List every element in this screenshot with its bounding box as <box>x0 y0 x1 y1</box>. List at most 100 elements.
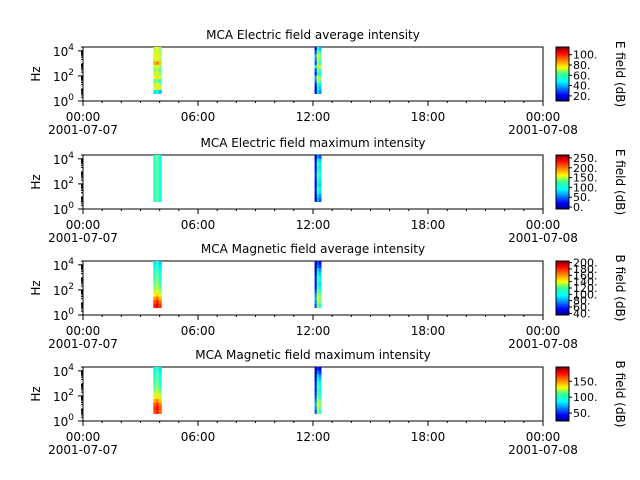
spectrogram-cell <box>153 289 157 294</box>
spectrogram-cell <box>318 72 322 77</box>
spectrogram-cell <box>153 303 157 308</box>
spectrogram-cell <box>155 169 160 174</box>
colorbar-tick-label: 50. <box>573 407 591 420</box>
spectrogram-cell <box>318 296 322 301</box>
spectrogram-cell <box>316 50 320 55</box>
spectrogram-cell <box>316 392 320 397</box>
x-tick-label: 06:00 <box>181 324 216 338</box>
spectrogram-cell <box>316 197 320 202</box>
spectrogram-cell <box>155 155 160 160</box>
spectrogram-cell <box>314 275 318 280</box>
spectrogram-panel: MCA Magnetic field maximum intensity 100 1… <box>29 348 627 457</box>
spectrogram-cell <box>153 68 157 73</box>
spectrogram-cell <box>155 264 160 269</box>
spectrogram-cell <box>155 286 160 291</box>
spectrogram-cell <box>155 172 160 177</box>
spectrogram-cell <box>316 399 320 404</box>
spectrogram-cell <box>314 169 318 174</box>
spectrogram-cell <box>314 180 318 185</box>
spectrogram-cell <box>153 75 157 80</box>
spectrogram-cell <box>153 406 157 411</box>
spectrogram-cell <box>158 155 162 160</box>
y-tick-label: 104 <box>53 151 74 167</box>
spectrogram-cell <box>153 57 157 62</box>
spectrogram-cell <box>316 194 320 199</box>
data-segment <box>153 367 162 414</box>
spectrogram-cell <box>314 47 318 52</box>
spectrogram-cell <box>155 367 160 372</box>
colorbar-tick-label: 40. <box>573 80 591 93</box>
spectrogram-cell <box>153 271 157 276</box>
x-tick-label: 18:00 <box>411 110 446 124</box>
spectrogram-cell <box>316 377 320 382</box>
spectrogram-cell <box>314 282 318 287</box>
colorbar-label: B field (dB) <box>613 361 627 428</box>
spectrogram-cell <box>318 409 322 414</box>
x-tick-label: 00:00 <box>526 324 561 338</box>
spectrogram-cell <box>158 268 162 273</box>
spectrogram-cell <box>314 399 318 404</box>
spectrogram-cell <box>316 261 320 266</box>
colorbar-gradient <box>555 154 570 210</box>
spectrogram-cell <box>314 264 318 269</box>
spectrogram-cell <box>155 180 160 185</box>
spectrogram-cell <box>316 374 320 379</box>
spectrogram-cell <box>314 183 318 188</box>
spectrogram-cell <box>314 286 318 291</box>
spectrogram-cell <box>158 406 162 411</box>
plot-frame <box>82 260 544 316</box>
spectrogram-cell <box>318 75 322 80</box>
y-tick-label: 102 <box>53 68 74 84</box>
spectrogram-cell <box>314 406 318 411</box>
x-tick-label: 06:00 <box>181 218 216 232</box>
spectrogram-cell <box>153 278 157 283</box>
spectrogram-cell <box>155 187 160 192</box>
spectrogram-cell <box>314 384 318 389</box>
spectrogram-cell <box>318 374 322 379</box>
spectrogram-cell <box>158 399 162 404</box>
spectrogram-cell <box>158 158 162 163</box>
spectrogram-cell <box>153 377 157 382</box>
spectrogram-cell <box>316 187 320 192</box>
spectrogram-cell <box>155 64 160 69</box>
spectrogram-cell <box>318 194 322 199</box>
colorbar-tick-label: 150. <box>573 375 598 388</box>
spectrogram-cell <box>153 402 157 407</box>
spectrogram-cell <box>158 377 162 382</box>
spectrogram-panel: MCA Magnetic field average intensity 100 1… <box>29 242 627 351</box>
spectrogram-cell <box>318 61 322 66</box>
spectrogram-cell <box>318 399 322 404</box>
spectrogram-cell <box>316 180 320 185</box>
spectrogram-cell <box>318 57 322 62</box>
spectrogram-cell <box>318 303 322 308</box>
spectrogram-cell <box>318 86 322 91</box>
spectrogram-cell <box>314 194 318 199</box>
colorbar-tick-label: 160. <box>573 269 598 282</box>
plot-frame <box>82 366 544 422</box>
colorbar-tick-label: 80. <box>573 295 591 308</box>
spectrogram-cell <box>318 165 322 170</box>
spectrogram-cell <box>316 86 320 91</box>
spectrogram-cell <box>158 384 162 389</box>
spectrogram-cell <box>153 89 157 94</box>
spectrogram-cell <box>316 183 320 188</box>
spectrogram-cell <box>153 388 157 393</box>
spectrogram-cell <box>314 289 318 294</box>
colorbar-tick-label: 180. <box>573 263 598 276</box>
spectrogram-cell <box>314 278 318 283</box>
spectrogram-cell <box>153 54 157 59</box>
spectrogram-cell <box>318 384 322 389</box>
spectrogram-cell <box>316 79 320 84</box>
spectrogram-cell <box>314 300 318 305</box>
spectrogram-cell <box>155 50 160 55</box>
spectrogram-cell <box>153 399 157 404</box>
spectrogram-cell <box>155 82 160 87</box>
spectrogram-cell <box>158 293 162 298</box>
x-tick-label: 00:00 <box>66 430 101 444</box>
colorbar: 0.50.100.150.200.250. E field (dB) <box>555 149 627 215</box>
spectrogram-cell <box>316 409 320 414</box>
panel-title: MCA Magnetic field average intensity <box>201 242 425 256</box>
spectrogram-cell <box>316 72 320 77</box>
colorbar-tick-label: 120. <box>573 282 598 295</box>
x-tick-label: 18:00 <box>411 218 446 232</box>
